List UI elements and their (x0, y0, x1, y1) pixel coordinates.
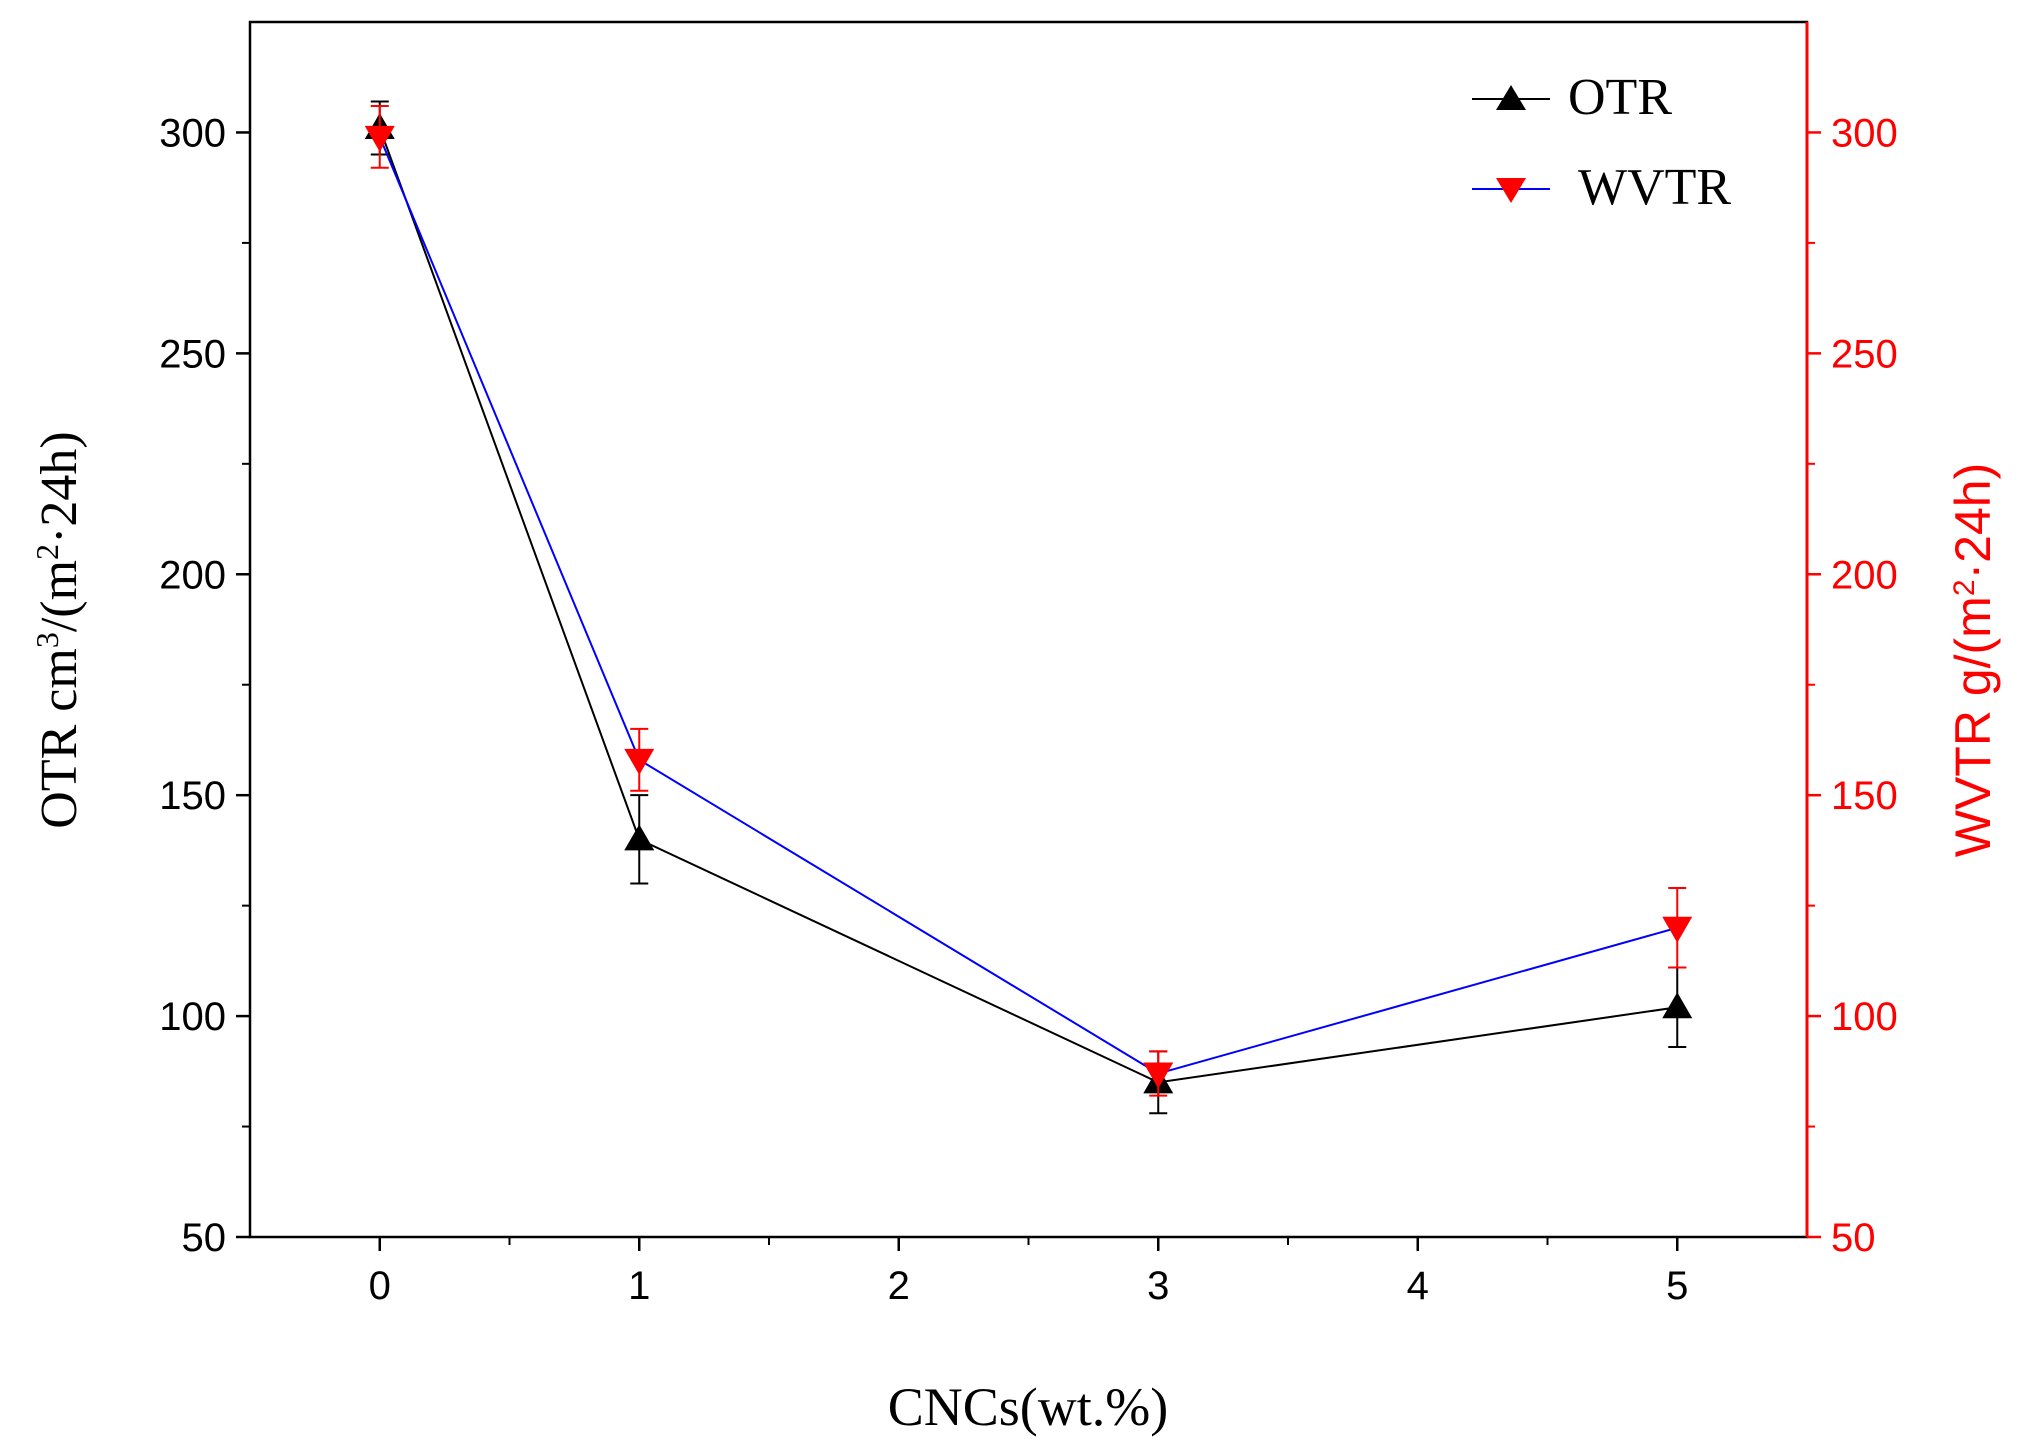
series-line-otr (378, 127, 1678, 1084)
y-left-tick-label: 250 (159, 332, 226, 376)
legend-otr-label: OTR (1568, 69, 1672, 126)
y-right-tick-label: 50 (1831, 1216, 1876, 1260)
data-point-otr (624, 824, 655, 851)
y-right-tick-label: 150 (1831, 774, 1898, 818)
series-otr (364, 100, 1693, 1115)
legend-wvtr-label: WVTR (1578, 159, 1731, 216)
y-right-tick-label: 100 (1831, 995, 1898, 1039)
x-tick-label: 0 (369, 1264, 391, 1308)
y-left-tick-label: 200 (159, 553, 226, 597)
legend-wvtr-marker (1496, 178, 1526, 203)
y-left-tick-label: 100 (159, 995, 226, 1039)
x-axis-ticks: 0 1 2 3 4 5 (369, 1237, 1688, 1308)
x-tick-label: 3 (1147, 1264, 1169, 1308)
data-point-wvtr (1662, 916, 1693, 943)
data-point-wvtr (364, 125, 395, 152)
y-right-tick-label: 300 (1831, 111, 1898, 155)
data-point-otr (1662, 992, 1693, 1019)
series-line-wvtr (378, 136, 1678, 1075)
x-tick-label: 5 (1666, 1264, 1688, 1308)
legend-otr-marker (1496, 85, 1526, 110)
x-tick-label: 2 (888, 1264, 910, 1308)
y-left-tick-label: 300 (159, 111, 226, 155)
y-right-axis-title: WVTR g/(m2·24h) (1945, 463, 2001, 858)
legend-item-wvtr: WVTR (1472, 159, 1731, 216)
y-left-tick-label: 150 (159, 774, 226, 818)
x-tick-label: 4 (1407, 1264, 1429, 1308)
series-layer (364, 100, 1693, 1115)
y-left-tick-label: 50 (182, 1216, 227, 1260)
series-wvtr (364, 104, 1693, 1097)
data-point-wvtr (624, 748, 655, 775)
x-tick-label: 1 (628, 1264, 650, 1308)
legend: OTR WVTR (1472, 69, 1731, 216)
plot-frame (248, 20, 1809, 1239)
y-left-axis-ticks: 50 100 150 200 250 300 (159, 111, 250, 1260)
y-right-tick-label: 250 (1831, 332, 1898, 376)
legend-item-otr: OTR (1472, 69, 1672, 126)
y-left-axis-title: OTR cm3/(m2·24h) (29, 431, 88, 828)
y-right-axis-ticks: 50 100 150 200 250 300 (1807, 111, 1898, 1260)
data-point-wvtr (1143, 1062, 1174, 1089)
y-right-tick-label: 200 (1831, 553, 1898, 597)
x-axis-title: CNCs(wt.%) (888, 1377, 1169, 1437)
